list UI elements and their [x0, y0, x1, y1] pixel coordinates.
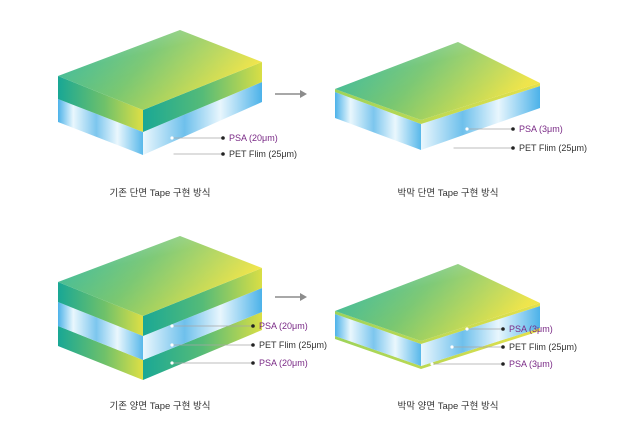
leader-lines [432, 328, 502, 365]
film-label: PET Flim (25μm) [519, 143, 587, 153]
arrow-right-icon [275, 293, 307, 301]
panel-thin-single: PSA (3μm) PET Flim (25μm) 박막 단면 Tape 구현 … [335, 42, 587, 199]
panel-caption: 기존 단면 Tape 구현 방식 [109, 188, 210, 199]
psa-label-top: PSA (3μm) [509, 324, 553, 334]
panel-caption: 기존 양면 Tape 구현 방식 [109, 401, 210, 412]
leader-lines [452, 128, 512, 149]
psa-side-face [143, 62, 262, 132]
panel-caption: 박막 단면 Tape 구현 방식 [397, 188, 498, 199]
psa-bottom-thin-edge [335, 328, 540, 369]
arrow-right-icon [275, 90, 307, 98]
panel-thin-double: PSA (3μm) PET Flim (25μm) PSA (3μm) 박막 양… [335, 264, 577, 412]
top-face-gloss [335, 264, 540, 341]
psa-top-front-face [58, 282, 143, 336]
top-face-gloss [58, 236, 262, 316]
psa-label-top: PSA (20μm) [259, 321, 308, 331]
top-face-gloss [335, 42, 540, 120]
film-label: PET Flim (25μm) [229, 149, 297, 159]
psa-label-bottom: PSA (3μm) [509, 359, 553, 369]
psa-label-bottom: PSA (20μm) [259, 358, 308, 368]
film-label: PET Flim (25μm) [259, 340, 327, 350]
psa-top-side-face [143, 268, 262, 336]
psa-label: PSA (3μm) [519, 124, 563, 134]
film-front-face [335, 314, 421, 366]
top-face-gloss [58, 30, 262, 110]
psa-bottom-front-face [58, 326, 143, 380]
panel-conventional-single: PSA (20μm) PET Flim (25μm) 기존 단면 Tape 구현… [58, 30, 297, 199]
leader-lines [172, 325, 252, 364]
psa-label: PSA (20μm) [229, 133, 278, 143]
film-front-face [335, 92, 421, 150]
leader-lines [172, 137, 222, 155]
film-side-face [143, 288, 262, 360]
panel-caption: 박막 양면 Tape 구현 방식 [397, 401, 498, 412]
film-label: PET Flim (25μm) [509, 342, 577, 352]
psa-thin-edge [335, 83, 540, 124]
psa-top-thin-edge [335, 303, 540, 344]
psa-front-face [58, 76, 143, 132]
film-front-face [58, 99, 143, 155]
film-side-face [421, 86, 540, 150]
panel-conventional-double: PSA (20μm) PET Flim (25μm) PSA (20μm) 기존… [58, 236, 327, 412]
film-side-face [421, 306, 540, 366]
film-front-face [58, 302, 143, 360]
